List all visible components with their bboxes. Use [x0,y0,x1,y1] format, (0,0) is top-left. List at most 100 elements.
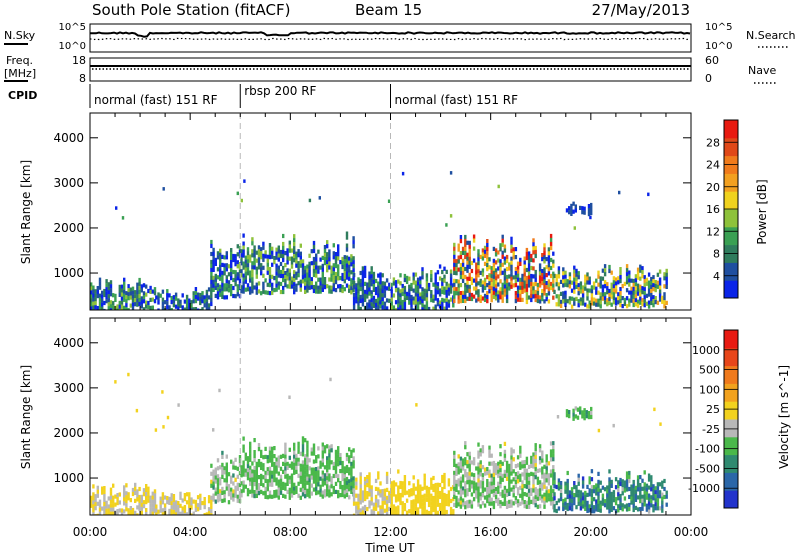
echo-cell [414,498,418,503]
echo-cell [257,261,261,266]
echo-cell [425,485,429,490]
echo-cell [503,473,507,478]
echo-cell [246,464,250,469]
echo-cell [255,465,258,470]
echo-cell [419,276,422,281]
echo-cell [264,494,267,499]
echo-cell [464,242,467,248]
echo-cell [505,460,509,465]
echo-cell [564,294,567,299]
echo-cell [573,301,576,306]
echo-cell [246,263,250,268]
echo-cell [330,273,333,278]
echo-cell [377,281,380,286]
echo-cell [312,447,316,452]
echo-cell [368,291,371,296]
echo-cell [225,454,228,459]
echo-cell [107,306,110,310]
echo-cell [647,304,651,309]
echo-cell [443,484,446,490]
echo-cell [268,474,272,479]
echo-cell [652,492,655,497]
echo-cell [312,272,316,278]
echo-cell [317,269,320,274]
echo-cell [523,264,526,269]
echo-cell [321,275,324,280]
echo-cell [419,296,422,301]
echo-cell [575,276,578,281]
echo-cell [530,289,533,295]
echo-cell [323,245,327,250]
echo-cell [565,413,569,418]
echo-cell [538,488,542,493]
echo-cell [242,472,245,477]
x-tick-label: 04:00 [173,525,208,539]
echo-cell [658,277,662,282]
echo-cell [541,269,544,274]
echo-cell [321,263,324,268]
echo-cell [430,509,433,514]
echo-cell [447,482,451,487]
echo-cell [543,251,546,256]
echo-cell [334,256,338,261]
echo-cell [288,491,291,496]
echo-cell [610,270,613,275]
echo-cell [419,504,422,509]
echo-cell [541,482,544,487]
echo-cell [606,290,609,295]
echo-cell [466,488,469,493]
echo-cell [527,492,531,497]
echo-cell [421,502,424,507]
echo-cell [284,458,287,463]
echo-cell [658,494,662,499]
echo-cell [268,243,272,248]
echo-cell [512,477,515,482]
echo-cell [98,499,102,504]
echo-cell [361,490,365,495]
echo-cell [277,253,280,258]
echo-cell [194,295,198,300]
echo-cell [290,461,294,466]
echo-cell [149,285,152,290]
echo-cell [394,506,398,511]
echo-cell [479,484,482,489]
echo-cell [275,489,278,494]
echo-cell [453,450,456,455]
echo-cell [140,494,143,499]
echo-cell [603,503,607,508]
echo-cell [290,465,294,470]
echo-cell [545,470,548,475]
echo-cell [138,498,141,504]
echo-cell [383,289,387,294]
echo-cell [257,491,261,496]
echo-cell [118,304,121,309]
echo-cell [105,508,108,513]
echo-cell [92,305,95,310]
echo-cell [151,507,154,512]
echo-cell [142,295,146,300]
echo-cell [412,483,415,488]
echo-cell [573,277,576,282]
echo-cell [105,287,108,292]
echo-cell [479,504,482,509]
echo-cell [383,488,387,493]
echo-cell [92,492,95,497]
echo-cell [512,449,515,454]
echo-cell [230,495,233,500]
echo-cell [153,287,157,292]
echo-cell [345,275,349,280]
echo-cell [212,477,215,482]
echo-cell [262,289,265,294]
echo-cell [523,500,526,505]
echo-cell [510,264,513,269]
echo-cell [430,485,433,490]
echo-cell [586,492,589,497]
echo-cell [192,307,195,310]
echo-cell [481,252,485,257]
echo-cell [494,284,498,289]
echo-cell [315,467,318,472]
echo-cell [94,301,97,306]
echo-cell [203,513,206,515]
echo-cell [416,289,420,294]
echo-cell [249,477,252,482]
